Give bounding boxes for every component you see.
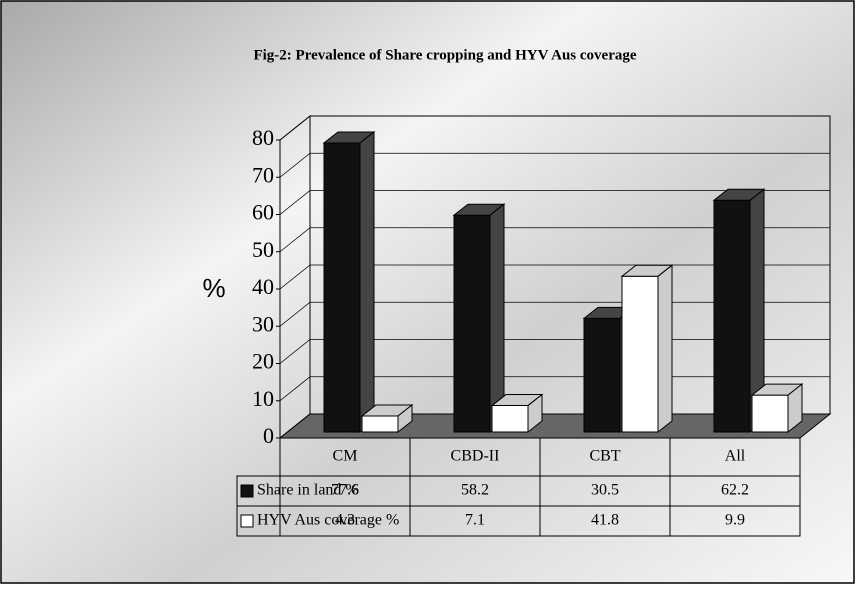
table-value: 62.2 [721,482,749,499]
y-tick-label: 30 [252,311,274,336]
table-value: 7.1 [465,512,485,529]
bar [620,264,674,434]
bar-face [453,214,491,433]
bar [490,393,544,434]
y-tick-label: 40 [252,274,274,299]
bar [360,403,414,434]
table-value: 4.3 [335,512,355,529]
y-tick-label: 70 [252,162,274,187]
table-value: 41.8 [591,512,619,529]
bar [452,203,506,434]
x-tick-label: CBD-II [451,448,500,465]
x-tick-label: All [725,448,746,465]
chart-title: Fig-2: Prevalence of Share cropping and … [253,47,636,63]
bar [712,188,766,434]
y-tick-label: 60 [252,200,274,225]
bar-face [527,393,543,434]
y-tick-label: 50 [252,237,274,262]
x-tick-label: CBT [589,448,620,465]
legend-label: Share in land % [257,482,359,499]
bar-face [491,405,529,433]
y-tick-label: 80 [252,125,274,150]
y-axis-label: % [202,273,225,303]
bar [750,383,804,434]
bar [322,130,376,434]
bar-face [787,383,803,434]
grid-line [279,115,830,141]
legend-swatch [240,484,254,498]
table-value: 58.2 [461,482,489,499]
legend-swatch [240,514,254,528]
legend-label: HYV Aus coverage % [257,512,399,529]
y-tick-label: 10 [252,386,274,411]
grid-line [279,152,830,178]
bar-face [713,199,751,433]
bar-face [397,403,413,434]
bar-face [361,415,399,433]
y-tick-label: 0 [263,423,274,448]
y-tick-label: 20 [252,349,274,374]
bar-face [751,394,789,433]
grid-line [279,190,830,215]
x-tick-label: CM [333,448,358,465]
table-value: 77.6 [331,482,359,499]
bar-face [583,317,621,433]
grid-line [279,227,830,253]
bar-face [359,130,375,434]
table-value: 30.5 [591,482,619,499]
table-value: 9.9 [725,512,745,529]
bar-face [621,275,659,433]
bar-face [323,142,361,433]
bar-face [657,264,673,434]
